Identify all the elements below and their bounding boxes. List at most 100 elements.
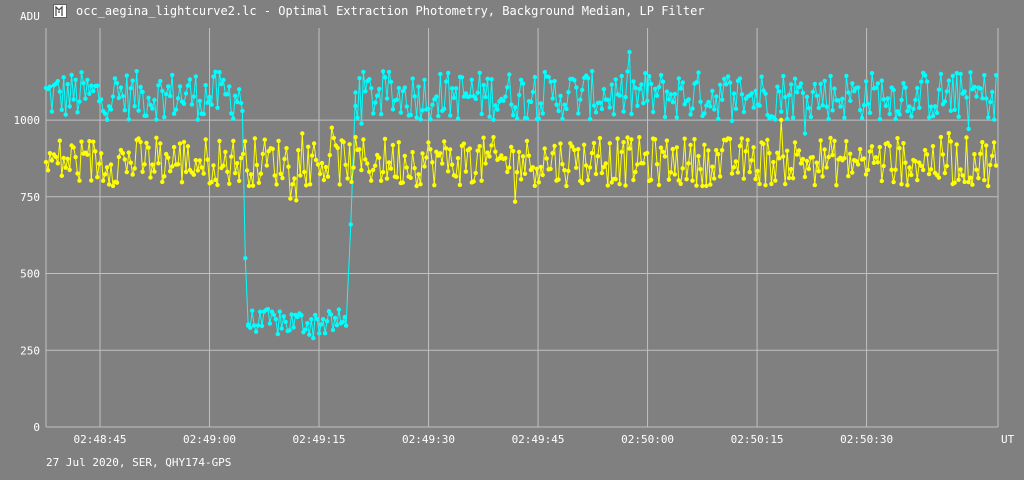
- data-point: [342, 314, 347, 320]
- data-point: [483, 161, 488, 166]
- data-point: [883, 103, 888, 109]
- data-point: [355, 115, 360, 120]
- data-point: [140, 169, 145, 174]
- data-point: [994, 73, 999, 78]
- data-point: [168, 93, 173, 99]
- data-point: [177, 141, 183, 146]
- data-point: [258, 171, 264, 176]
- data-point: [469, 77, 474, 83]
- data-point: [448, 113, 453, 118]
- data-point: [560, 116, 565, 122]
- data-point: [848, 151, 853, 156]
- data-point: [233, 170, 238, 176]
- data-point: [875, 160, 880, 165]
- data-point: [390, 142, 396, 148]
- data-point: [467, 146, 472, 151]
- data-point: [390, 107, 396, 112]
- data-point: [79, 139, 84, 144]
- data-point: [162, 174, 167, 179]
- data-point: [116, 154, 122, 160]
- series-comparison: [43, 117, 999, 204]
- data-point: [637, 86, 642, 92]
- data-point: [830, 108, 835, 113]
- data-point: [380, 69, 386, 74]
- data-point: [154, 117, 159, 122]
- data-point: [65, 156, 70, 161]
- data-point: [723, 82, 729, 87]
- data-point: [227, 84, 232, 89]
- data-point: [635, 162, 640, 167]
- data-point: [538, 101, 543, 106]
- data-point: [656, 182, 662, 188]
- data-point: [852, 89, 857, 94]
- data-point: [102, 172, 108, 177]
- data-point: [272, 173, 277, 178]
- data-point: [187, 77, 193, 82]
- data-point: [223, 149, 228, 155]
- data-point: [371, 167, 376, 173]
- data-point: [171, 144, 177, 150]
- data-point: [719, 148, 725, 153]
- data-point: [434, 149, 439, 154]
- data-point: [398, 110, 404, 115]
- data-point: [921, 167, 926, 173]
- data-point: [514, 170, 520, 175]
- data-point: [639, 82, 644, 87]
- data-point: [980, 140, 985, 145]
- data-point: [867, 149, 873, 154]
- data-point: [702, 142, 707, 147]
- data-point: [889, 167, 894, 172]
- data-point: [279, 326, 284, 331]
- data-point: [690, 106, 695, 111]
- data-point: [203, 137, 208, 142]
- data-point: [229, 154, 234, 159]
- data-point: [777, 156, 782, 161]
- data-point: [365, 161, 370, 166]
- data-point: [217, 138, 222, 144]
- data-point: [434, 94, 439, 99]
- data-point: [747, 169, 752, 175]
- data-point: [524, 138, 530, 144]
- data-point: [438, 151, 443, 156]
- data-point: [743, 149, 748, 154]
- data-point: [99, 97, 104, 102]
- data-point: [783, 94, 788, 100]
- data-point: [335, 145, 340, 151]
- data-point: [61, 155, 66, 161]
- data-point: [621, 140, 626, 145]
- data-point: [542, 146, 547, 151]
- y-tick-label: 1000: [14, 114, 41, 127]
- data-point: [982, 177, 987, 183]
- data-point: [905, 183, 910, 188]
- data-point: [662, 114, 668, 120]
- data-point: [974, 94, 979, 99]
- data-point: [554, 102, 559, 107]
- data-point: [501, 98, 506, 103]
- data-point: [698, 99, 703, 105]
- data-point: [59, 173, 64, 178]
- data-point: [629, 137, 634, 142]
- data-point: [893, 116, 898, 122]
- window-title: occ_aegina_lightcurve2.lc - Optimal Extr…: [76, 4, 705, 18]
- data-point: [201, 171, 206, 176]
- data-point: [820, 103, 825, 108]
- data-point: [418, 117, 423, 122]
- data-point: [625, 135, 630, 140]
- data-point: [270, 146, 275, 152]
- data-point: [940, 152, 946, 157]
- data-point: [122, 157, 128, 162]
- data-point: [132, 104, 137, 109]
- data-point: [446, 70, 451, 76]
- data-point: [530, 165, 536, 170]
- data-point: [505, 85, 510, 90]
- data-point: [505, 169, 510, 175]
- data-point: [566, 90, 571, 95]
- data-point: [712, 107, 717, 112]
- data-point: [250, 183, 256, 188]
- data-point: [211, 74, 216, 79]
- data-point: [503, 156, 508, 161]
- data-point: [993, 163, 999, 168]
- data-point: [692, 137, 697, 142]
- data-point: [913, 159, 918, 164]
